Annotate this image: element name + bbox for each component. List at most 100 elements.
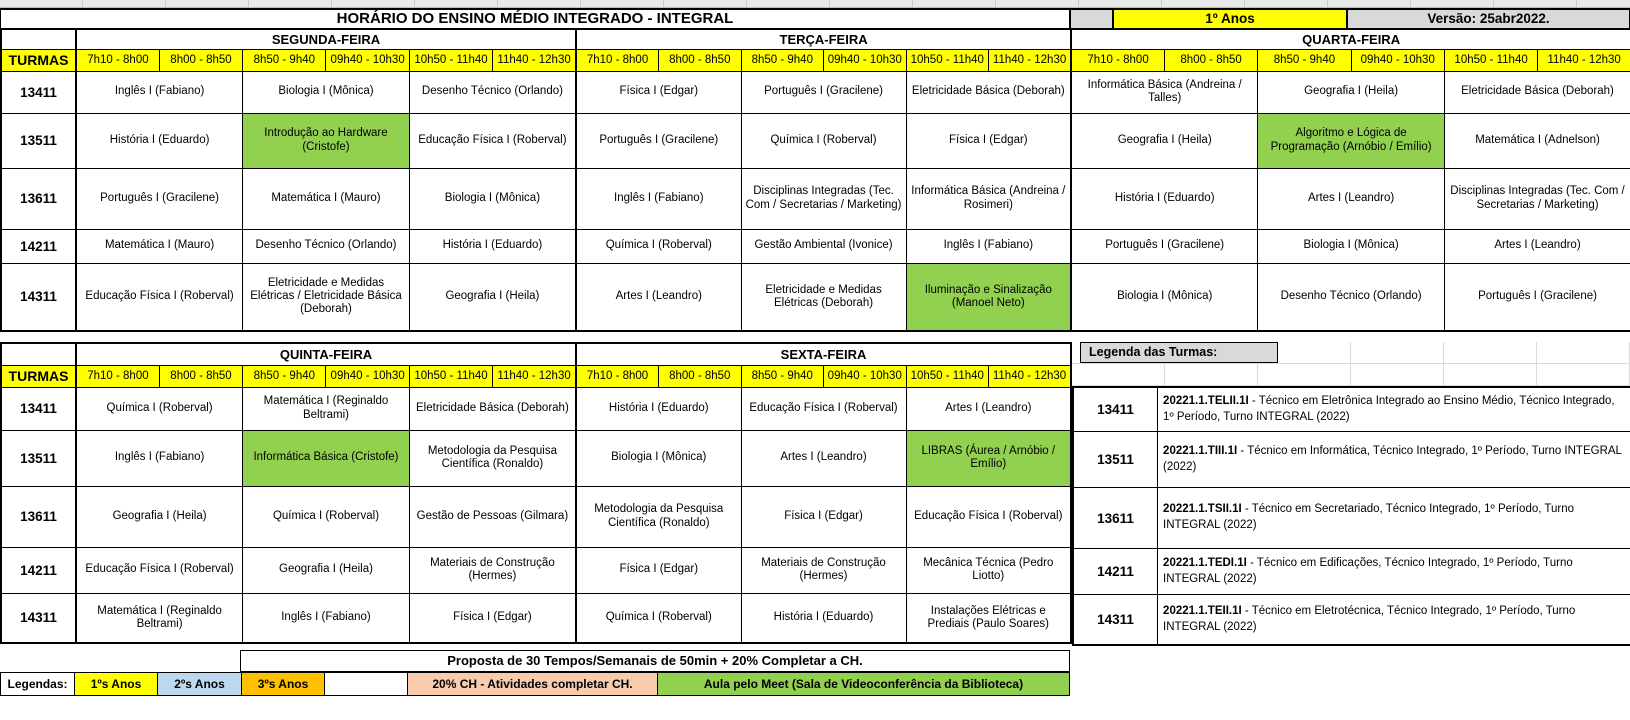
title-bar: HORÁRIO DO ENSINO MÉDIO INTEGRADO - INTE… (0, 8, 1630, 28)
schedule-cell[interactable]: Introdução ao Hardware (Cristofe) (242, 112, 410, 169)
time-slot-header: 09h40 - 10h30 (823, 364, 907, 388)
day-header: QUARTA-FEIRA (1070, 28, 1630, 50)
schedule-cell[interactable]: História I (Eduardo) (1070, 167, 1259, 230)
schedule-cell[interactable]: Inglês I (Fabiano) (75, 429, 244, 487)
schedule-cell[interactable]: Artes I (Leandro) (740, 429, 907, 487)
schedule-cell[interactable]: Matemática I (Adnelson) (1443, 112, 1630, 169)
schedule-cell[interactable]: Inglês I (Fabiano) (75, 70, 244, 114)
time-slot-header: 7h10 - 8h00 (1070, 48, 1165, 72)
schedule-cell[interactable]: Informática Básica (Cristofe) (242, 429, 410, 487)
schedule-cell[interactable]: Eletricidade e Medidas Elétricas / Eletr… (242, 262, 410, 332)
schedule-cell[interactable]: Desenho Técnico (Orlando) (408, 70, 577, 114)
schedule-cell[interactable]: Instalações Elétricas e Prediais (Paulo … (905, 592, 1072, 644)
turma-legend-header: Legenda das Turmas: (1072, 342, 1630, 386)
schedule-cell[interactable]: História I (Eduardo) (408, 228, 577, 264)
schedule-cell[interactable]: Biologia I (Mônica) (242, 70, 410, 114)
table-row: 13611 Português I (Gracilene) Matemática I… (0, 167, 1630, 230)
legend-turma-number: 13611 (1074, 488, 1159, 548)
table-row: 13511 Inglês I (Fabiano) Informática Básic… (0, 429, 1072, 487)
schedule-cell[interactable]: Geografia I (Heila) (242, 546, 410, 594)
schedule-cell[interactable]: Informática Básica (Andreina / Rosimeri) (905, 167, 1072, 230)
schedule-cell[interactable]: Física I (Edgar) (740, 485, 907, 548)
schedule-cell[interactable]: Matemática I (Mauro) (75, 228, 244, 264)
schedule-cell[interactable]: Artes I (Leandro) (905, 386, 1072, 431)
schedule-cell[interactable]: Metodologia da Pesquisa Científica (Rona… (575, 485, 742, 548)
schedule-cell[interactable]: Geografia I (Heila) (75, 485, 244, 548)
schedule-cell[interactable]: Educação Física I (Roberval) (740, 386, 907, 431)
schedule-cell[interactable]: Metodologia da Pesquisa Científica (Rona… (408, 429, 577, 487)
schedule-cell[interactable]: Matemática I (Mauro) (242, 167, 410, 230)
schedule-cell[interactable]: Eletricidade e Medidas Elétricas (Debora… (740, 262, 907, 332)
schedule-cell[interactable]: História I (Eduardo) (575, 386, 742, 431)
schedule-cell[interactable]: Português I (Gracilene) (1070, 228, 1259, 264)
schedule-cell[interactable]: Química I (Roberval) (575, 228, 742, 264)
day-header-row: SEGUNDA-FEIRA TERÇA-FEIRA QUARTA-FEIRA (0, 28, 1630, 50)
schedule-cell[interactable]: Física I (Edgar) (575, 70, 742, 114)
schedule-cell[interactable]: Informática Básica (Andreina / Talles) (1070, 70, 1259, 114)
schedule-cell[interactable]: Biologia I (Mônica) (1257, 228, 1445, 264)
schedule-cell[interactable]: Gestão Ambiental (Ivonice) (740, 228, 907, 264)
schedule-cell[interactable]: Português I (Gracilene) (575, 112, 742, 169)
schedule-cell[interactable]: Artes I (Leandro) (1257, 167, 1445, 230)
schedule-cell[interactable]: Inglês I (Fabiano) (242, 592, 410, 644)
schedule-cell[interactable]: Eletricidade Básica (Deborah) (1443, 70, 1630, 114)
schedule-cell[interactable]: Inglês I (Fabiano) (905, 228, 1072, 264)
time-slot-header: 8h00 - 8h50 (158, 364, 244, 388)
schedule-cell[interactable]: Eletricidade Básica (Deborah) (905, 70, 1072, 114)
legend-turma-desc: 20221.1.TEDI.1I - Técnico em Edificações… (1163, 556, 1573, 585)
schedule-cell[interactable]: Física I (Edgar) (905, 112, 1072, 169)
schedule-cell[interactable]: Química I (Roberval) (242, 485, 410, 548)
time-slot-header: 8h00 - 8h50 (658, 48, 742, 72)
schedule-cell[interactable]: LIBRAS (Áurea / Arnóbio / Emílio) (905, 429, 1072, 487)
schedule-cell[interactable]: Disciplinas Integradas (Tec. Com / Secre… (1443, 167, 1630, 230)
schedule-cell[interactable]: Desenho Técnico (Orlando) (242, 228, 410, 264)
schedule-cell[interactable]: Algoritmo e Lógica de Programação (Arnób… (1257, 112, 1445, 169)
turma-cell: 13411 (0, 386, 77, 431)
spreadsheet-top-strip (0, 0, 1630, 8)
schedule-cell[interactable]: Artes I (Leandro) (1443, 228, 1630, 264)
table-row: 13511 História I (Eduardo) Introdução ao H… (0, 112, 1630, 169)
turma-cell: 14211 (0, 228, 77, 264)
time-slot-header: 09h40 - 10h30 (325, 48, 410, 72)
schedule-cell[interactable]: Geografia I (Heila) (1070, 112, 1259, 169)
schedule-cell[interactable]: História I (Eduardo) (740, 592, 907, 644)
turma-cell: 13511 (0, 429, 77, 487)
schedule-cell[interactable]: Iluminação e Sinalização (Manoel Neto) (905, 262, 1072, 332)
turma-legend-row: 13511 20221.1.TIII.1I - Técnico em Inform… (1074, 431, 1630, 487)
schedule-cell[interactable]: Português I (Gracilene) (1443, 262, 1630, 332)
schedule-cell[interactable]: Gestão de Pessoas (Gilmara) (408, 485, 577, 548)
schedule-cell[interactable]: Química I (Roberval) (740, 112, 907, 169)
time-slot-header: 11h40 - 12h30 (492, 48, 577, 72)
schedule-cell[interactable]: Geografia I (Heila) (408, 262, 577, 332)
year-badge[interactable]: 1º Anos (1113, 8, 1347, 28)
schedule-cell[interactable]: Biologia I (Mônica) (408, 167, 577, 230)
schedule-cell[interactable]: Química I (Roberval) (575, 592, 742, 644)
schedule-cell[interactable]: Biologia I (Mônica) (575, 429, 742, 487)
schedule-cell[interactable]: Disciplinas Integradas (Tec. Com / Secre… (740, 167, 907, 230)
schedule-cell[interactable]: Português I (Gracilene) (740, 70, 907, 114)
schedule-cell[interactable]: História I (Eduardo) (75, 112, 244, 169)
schedule-cell[interactable]: Eletricidade Básica (Deborah) (408, 386, 577, 431)
schedule-cell[interactable]: Química I (Roberval) (75, 386, 244, 431)
schedule-cell[interactable]: Educação Física I (Roberval) (408, 112, 577, 169)
schedule-cell[interactable]: Física I (Edgar) (575, 546, 742, 594)
schedule-cell[interactable]: Português I (Gracilene) (75, 167, 244, 230)
schedule-cell[interactable]: Materiais de Construção (Hermes) (740, 546, 907, 594)
schedule-cell[interactable]: Educação Física I (Roberval) (75, 262, 244, 332)
schedule-cell[interactable]: Física I (Edgar) (408, 592, 577, 644)
day-header-row: QUINTA-FEIRA SEXTA-FEIRA (0, 342, 1072, 366)
time-slot-header: 11h40 - 12h30 (492, 364, 577, 388)
schedule-cell[interactable]: Matemática I (Reginaldo Beltrami) (242, 386, 410, 431)
schedule-cell[interactable]: Educação Física I (Roberval) (905, 485, 1072, 548)
schedule-cell[interactable]: Artes I (Leandro) (575, 262, 742, 332)
schedule-cell[interactable]: Biologia I (Mônica) (1070, 262, 1259, 332)
schedule-cell[interactable]: Mecânica Técnica (Pedro Liotto) (905, 546, 1072, 594)
schedule-cell[interactable]: Geografia I (Heila) (1257, 70, 1445, 114)
schedule-cell[interactable]: Matemática I (Reginaldo Beltrami) (75, 592, 244, 644)
schedule-cell[interactable]: Materiais de Construção (Hermes) (408, 546, 577, 594)
schedule-cell[interactable]: Inglês I (Fabiano) (575, 167, 742, 230)
time-slot-header: 8h50 - 9h40 (242, 364, 327, 388)
schedule-cell[interactable]: Educação Física I (Roberval) (75, 546, 244, 594)
schedule-cell[interactable]: Desenho Técnico (Orlando) (1257, 262, 1445, 332)
time-slot-header: 10h50 - 11h40 (905, 364, 990, 388)
